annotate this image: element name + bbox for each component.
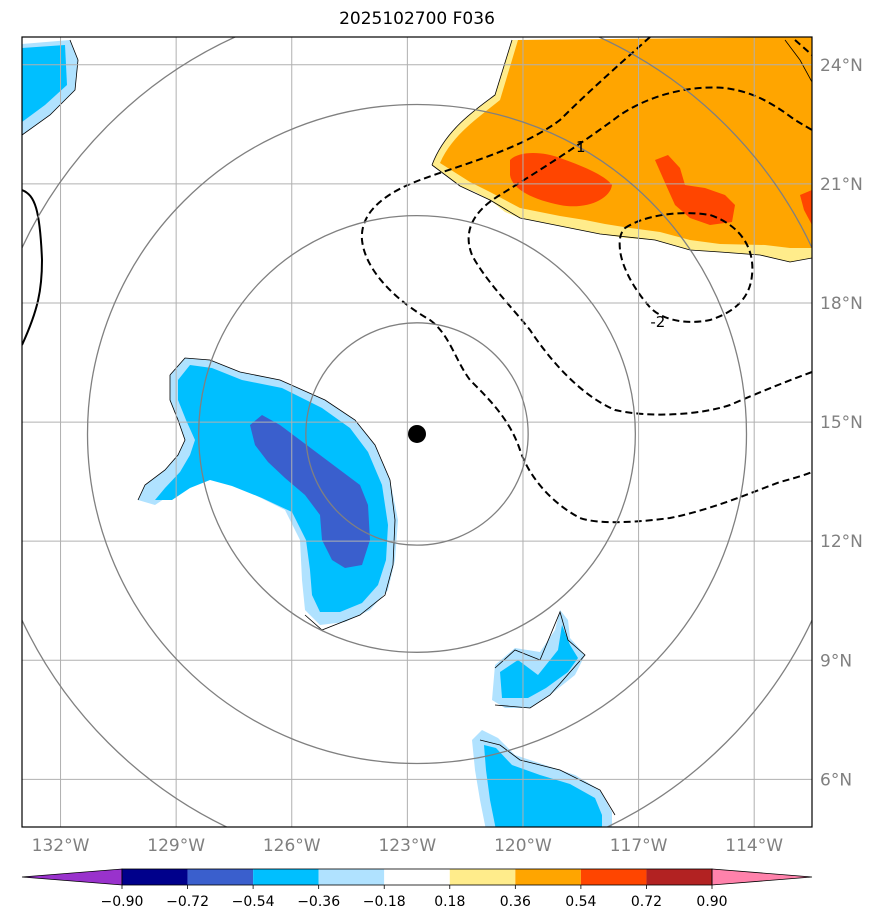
colorbar-swatch [122,869,188,885]
colorbar-tick-label: 0.36 [500,894,531,910]
colorbar-tick-label: −0.90 [101,894,144,910]
longitude-label: 132°W [32,836,90,856]
contour-label: -2 [650,313,665,331]
longitude-label: 129°W [147,836,205,856]
dashed-contours [360,37,812,524]
colorbar-swatch [384,869,450,885]
storm-center-marker [408,424,426,443]
colorbar-tick-label: −0.36 [297,894,340,910]
colorbar-tick-label: −0.72 [166,894,209,910]
negative-anomaly-patch-south [492,610,586,709]
range-rings [22,37,812,827]
latitude-label: 21°N [820,175,863,195]
longitude-label: 126°W [263,836,321,856]
colorbar-swatch [580,869,647,885]
range-ring [305,322,529,546]
contour-labels: 1 -2 [576,138,665,331]
lat-lon-grid [22,37,812,827]
colorbar-swatch [318,869,385,885]
longitude-label: 117°W [610,836,668,856]
negative-anomaly-patch-northwest [22,39,79,136]
colorbar-tick-label: 0.54 [565,894,596,910]
map-frame [21,36,813,828]
map-title: 2025102700 F036 [339,9,495,29]
colorbar-swatch [515,869,581,885]
colorbar-tick-label: 0.90 [696,894,727,910]
latitude-label: 24°N [820,56,863,76]
solid-contour [22,189,44,346]
colorbar-tick-label: −0.18 [363,894,406,910]
colorbar-extend-low [21,868,123,886]
longitude-label: 120°W [494,836,552,856]
range-ring [86,103,748,765]
positive-anomaly-region [431,37,812,263]
map-area [22,37,812,827]
latitude-labels: 24°N 21°N 18°N 15°N 12°N 9°N 6°N [820,56,863,791]
latitude-label: 15°N [820,413,863,433]
colorbar-labels: −0.90 −0.72 −0.54 −0.36 −0.18 0.18 0.36 0.54 0.7… [101,885,728,910]
longitude-label: 123°W [378,836,436,856]
negative-anomaly-patch-bottom [472,730,616,827]
colorbar-swatch [449,869,516,885]
colorbar [21,868,813,886]
contour-label: 1 [576,138,586,156]
negative-anomaly-region [137,357,398,631]
latitude-label: 12°N [820,532,863,552]
colorbar-tick-label: 0.72 [631,894,662,910]
latitude-label: 9°N [820,651,852,671]
longitude-labels: 132°W 129°W 126°W 123°W 120°W 117°W 114°W [32,836,784,856]
latitude-label: 18°N [820,294,863,314]
colorbar-tick-label: 0.18 [434,894,465,910]
colorbar-extend-high [711,868,813,886]
colorbar-tick-label: −0.54 [232,894,275,910]
range-ring [198,214,636,653]
colorbar-swatch [253,869,319,885]
colorbar-swatch [646,869,712,885]
longitude-label: 114°W [725,836,783,856]
colorbar-swatch [187,869,254,885]
latitude-label: 6°N [820,770,852,790]
